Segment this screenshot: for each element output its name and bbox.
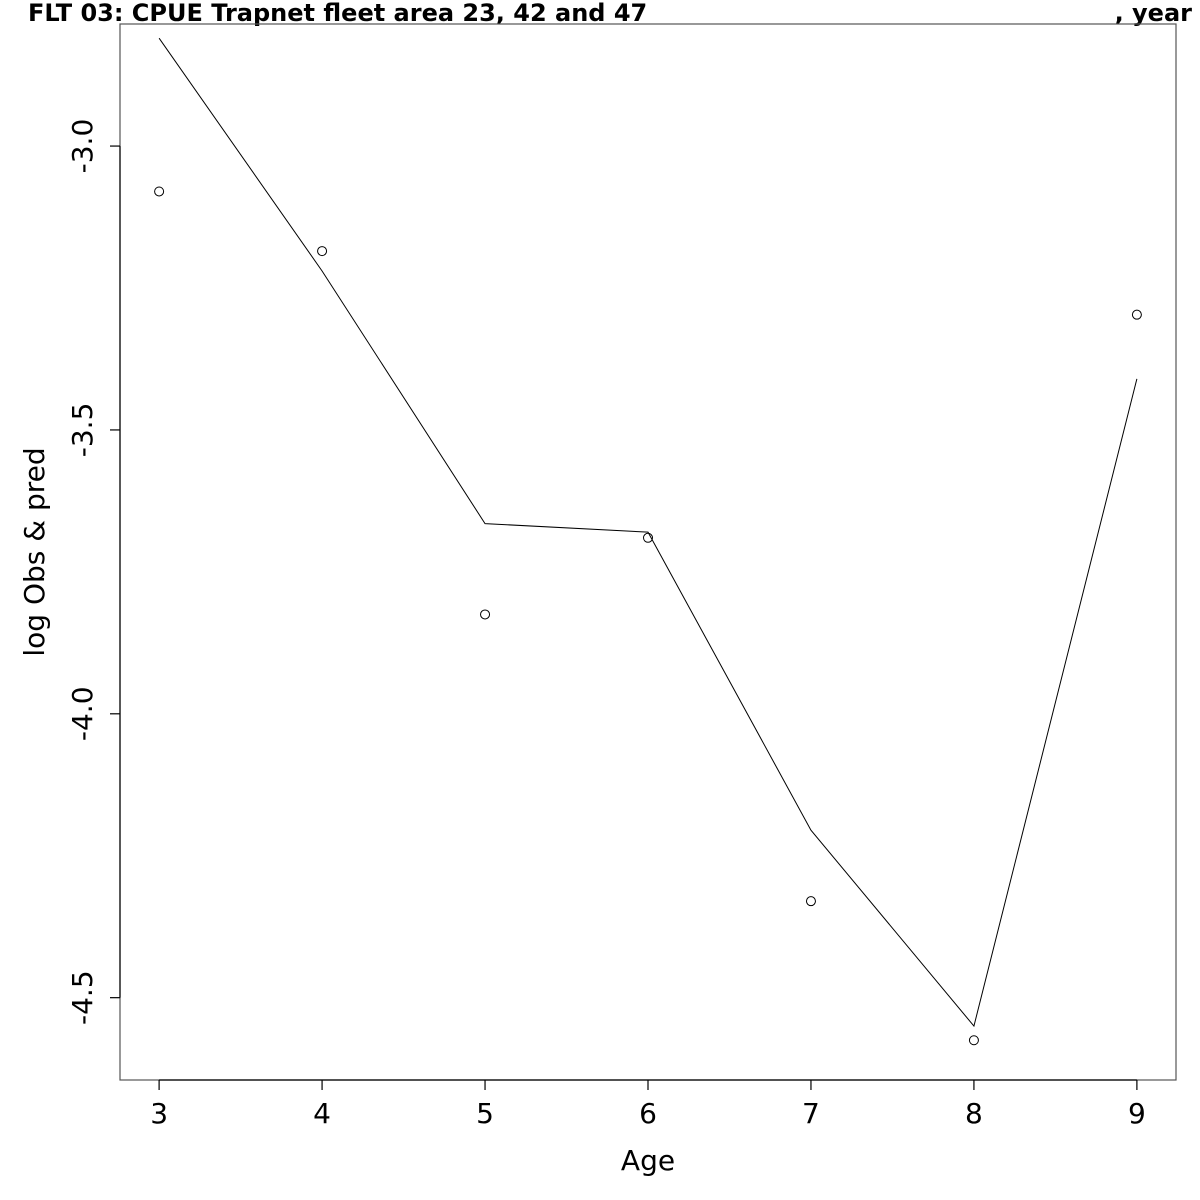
x-axis-label: Age (621, 1144, 675, 1177)
plot-box (119, 23, 1177, 1081)
x-tick-label: 3 (150, 1097, 168, 1130)
observed-point (154, 186, 165, 197)
y-tick-label: -3.0 (66, 119, 99, 174)
predicted-line (158, 37, 1138, 1028)
y-tick-label: -4.0 (66, 686, 99, 741)
x-tick-label: 5 (476, 1097, 494, 1130)
series-layer (154, 37, 1142, 1046)
observed-point (1131, 309, 1142, 320)
x-tick-label: 9 (1128, 1097, 1146, 1130)
y-tick-label: -3.5 (66, 403, 99, 458)
y-tick-label: -4.5 (66, 970, 99, 1025)
x-axis: 3 4 5 6 7 8 9 (150, 1079, 1146, 1130)
y-axis-label: log Obs & pred (18, 447, 51, 656)
chart-title: FLT 03: CPUE Trapnet fleet area 23, 42 a… (28, 0, 647, 27)
observed-point (317, 246, 328, 257)
x-tick-label: 7 (802, 1097, 820, 1130)
x-tick-label: 4 (313, 1097, 331, 1130)
observed-point (968, 1035, 979, 1046)
observed-point (643, 532, 653, 543)
x-tick-label: 6 (639, 1097, 657, 1130)
observed-point (805, 896, 816, 907)
y-axis: -3.0 -3.5 -4.0 -4.5 (66, 119, 121, 1025)
observed-point (480, 609, 491, 620)
chart-title-suffix: , year (1115, 0, 1193, 27)
x-tick-label: 8 (965, 1097, 983, 1130)
